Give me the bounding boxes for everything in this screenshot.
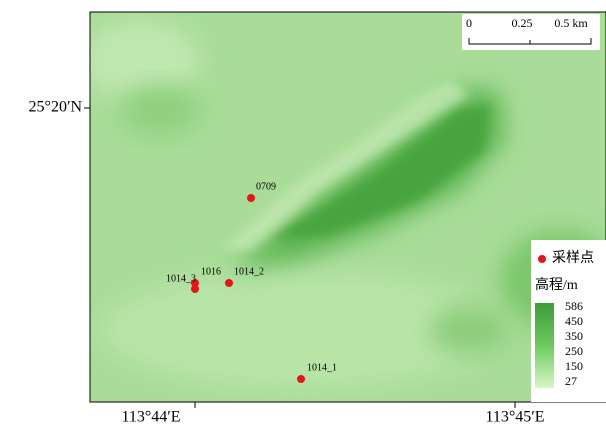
sample-point (225, 279, 233, 287)
sample-point (247, 194, 255, 202)
longitude-label: 113°45′E (485, 409, 544, 426)
sample-point-label: 1014_3 (166, 273, 196, 284)
legend-point-label: 采样点 (552, 250, 594, 266)
terrain (80, 12, 606, 402)
elevation-colorbar (535, 303, 554, 388)
sample-point-label: 1014_2 (234, 266, 264, 277)
elevation-tick-label: 150 (565, 359, 583, 373)
page: {"map": { "latitude_label": "25°20′N", "… (0, 0, 606, 427)
scale-label: 0 (466, 16, 472, 30)
sample-point (191, 285, 199, 293)
elevation-tick-label: 250 (565, 344, 583, 358)
sample-point-label: 0709 (256, 181, 276, 192)
scale-bar: 0 0.25 0.5 km (462, 14, 600, 50)
elevation-tick-label: 586 (565, 299, 583, 313)
latitude-label: 25°20′N (29, 99, 83, 116)
sample-point (297, 375, 305, 383)
legend-elevation-title: 高程/m (535, 276, 578, 293)
elevation-tick-label: 450 (565, 314, 583, 328)
elevation-tick-label: 27 (565, 374, 577, 388)
longitude-label: 113°44′E (121, 409, 180, 426)
elevation-tick-label: 350 (565, 329, 583, 343)
sample-point-label: 1016 (201, 266, 221, 277)
scale-label: 0.5 km (554, 16, 588, 30)
legend-point-symbol (538, 255, 546, 263)
map-figure: 25°20′N 113°44′E 113°45′E 0 0.25 0.5 km … (0, 0, 606, 427)
scale-label: 0.25 (512, 16, 533, 30)
sample-point-label: 1014_1 (307, 362, 337, 373)
